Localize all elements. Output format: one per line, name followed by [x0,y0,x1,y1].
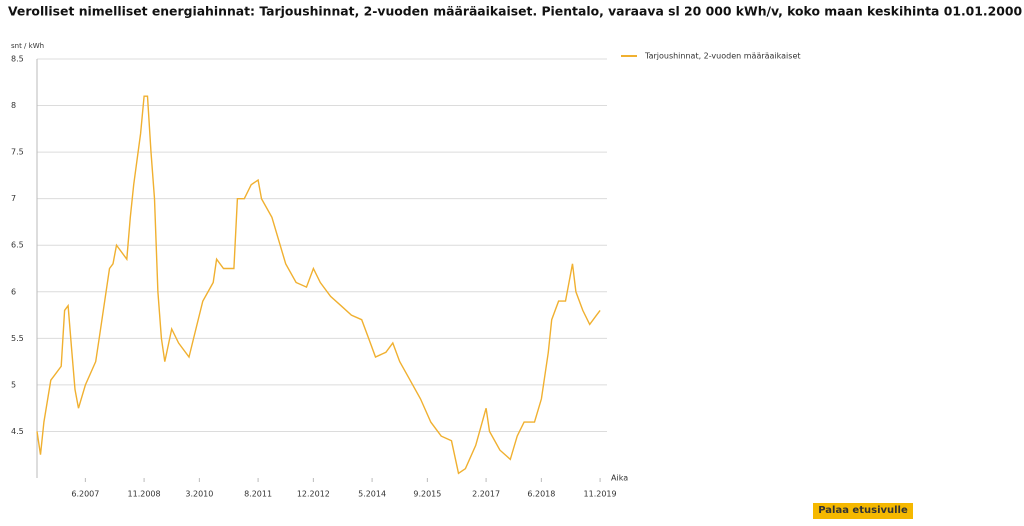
y-tick-label: 6.5 [11,241,24,250]
x-axis-label: Aika [611,474,628,483]
y-tick-label: 8 [11,101,16,110]
y-axis-label: snt / kWh [11,42,44,50]
x-tick-label: 9.2015 [413,490,441,499]
x-tick-label: 8.2011 [244,490,272,499]
x-tick-label: 2.2017 [472,490,500,499]
x-tick-label: 11.2019 [584,490,617,499]
chart-title: Verolliset nimelliset energiahinnat: Tar… [8,4,1024,19]
y-tick-label: 6 [11,287,16,296]
y-tick-label: 8.5 [11,55,24,64]
y-tick-label: 4.5 [11,427,24,436]
back-button[interactable]: Palaa etusivulle [813,503,913,519]
y-tick-label: 7 [11,194,16,203]
y-tick-label: 5.5 [11,334,24,343]
x-tick-label: 6.2007 [71,490,99,499]
x-tick-label: 3.2010 [185,490,213,499]
x-tick-label: 6.2018 [527,490,555,499]
x-tick-label: 11.2008 [128,490,161,499]
legend-label: Tarjoushinnat, 2-vuoden määräaikaiset [644,52,801,61]
x-tick-label: 5.2014 [358,490,386,499]
x-tick-label: 12.2012 [297,490,330,499]
y-tick-label: 7.5 [11,148,24,157]
line-series [36,95,601,475]
y-tick-label: 5 [11,380,16,389]
